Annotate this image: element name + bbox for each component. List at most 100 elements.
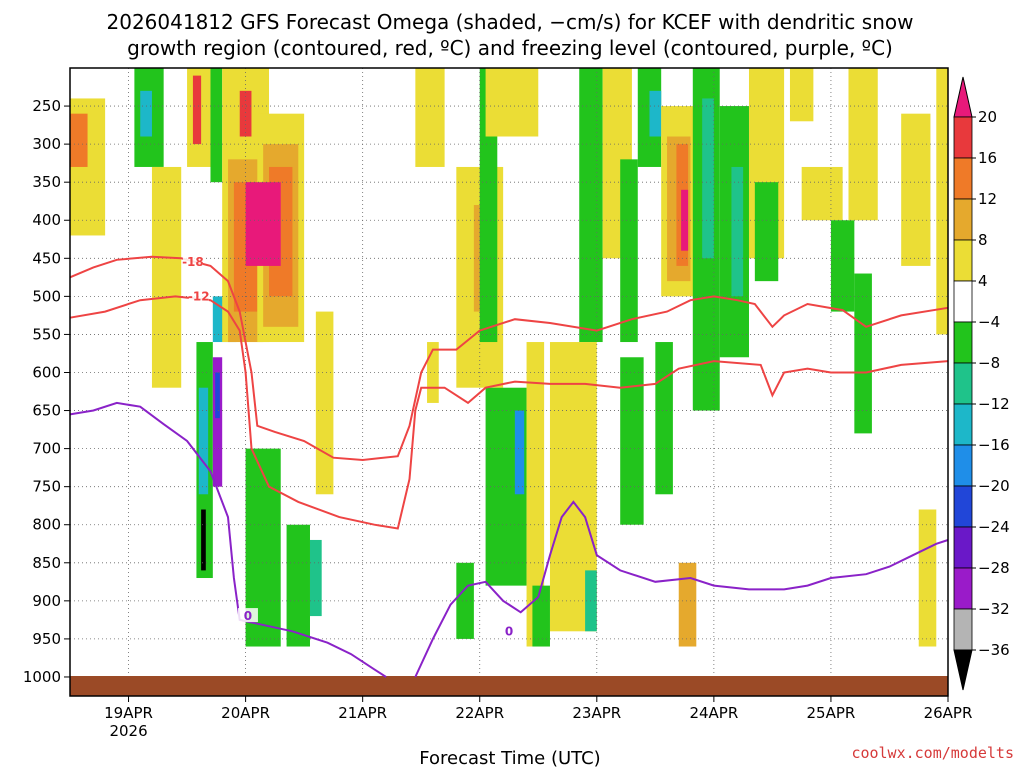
contour-label-2: 0 (244, 609, 252, 623)
omega-patch-6 (192, 75, 202, 145)
omega-patch-9 (201, 509, 206, 571)
omega-patch-60 (848, 68, 878, 221)
y-tick-label-500: 500 (32, 287, 61, 305)
contour-label-1: -12 (188, 289, 210, 303)
contour-layer: -18 -12 0 0 (69, 254, 949, 678)
colorbar-label-10: −24 (978, 518, 1010, 536)
terrain-ground-band (70, 676, 948, 696)
colorbar-band-6 (953, 362, 973, 405)
y-tick-label-300: 300 (32, 135, 61, 153)
colorbar-band-4 (953, 280, 973, 323)
colorbar-band-12 (953, 608, 973, 651)
colorbar-band-2 (953, 198, 973, 241)
x-tick-label-25APR: 25APR (807, 704, 856, 722)
contour-label-3: 0 (505, 624, 513, 638)
omega-patch-42 (620, 357, 644, 525)
omega-patch-36 (532, 585, 550, 647)
contour-label-0: -18 (182, 255, 204, 269)
x-tick-sublabel-19APR: 2026 (109, 722, 147, 740)
colorbar-label-11: −28 (978, 559, 1010, 577)
colorbar-label-8: −16 (978, 436, 1010, 454)
omega-patch-44 (649, 90, 662, 137)
colorbar-band-7 (953, 403, 973, 446)
colorbar-over-triangle (953, 76, 973, 118)
omega-patch-52 (702, 98, 714, 259)
contour-label-bg-0 (182, 254, 203, 269)
y-tick-label-1000: 1000 (23, 668, 61, 686)
omega-patch-49 (681, 189, 689, 251)
omega-patch-17 (239, 90, 252, 137)
colorbar-label-6: −8 (978, 354, 1000, 372)
colorbar-band-3 (953, 239, 973, 282)
y-tick-label-450: 450 (32, 249, 61, 267)
omega-patch-12 (212, 357, 223, 487)
contour-line-0 (69, 255, 949, 462)
y-tick-label-750: 750 (32, 478, 61, 496)
omega-patch-35 (526, 342, 545, 647)
colorbar-label-13: −36 (978, 641, 1010, 659)
omega-patch-45 (655, 342, 673, 495)
omega-patch-59 (830, 220, 855, 312)
omega-patch-54 (731, 166, 744, 297)
omega-patch-61 (854, 273, 872, 434)
colorbar-band-1 (953, 157, 973, 200)
chart-title-line-2: growth region (contoured, red, ºC) and f… (127, 36, 893, 60)
x-tick-label-24APR: 24APR (689, 704, 738, 722)
y-tick-label-850: 850 (32, 554, 61, 572)
colorbar-under-triangle (953, 649, 973, 691)
y-tick-label-250: 250 (32, 97, 61, 115)
omega-patch-37 (579, 68, 603, 343)
chart-title-line-1: 2026041812 GFS Forecast Omega (shaded, −… (107, 10, 914, 34)
colorbar-label-3: 8 (978, 231, 988, 249)
y-tick-label-650: 650 (32, 402, 61, 420)
colorbar-label-4: 4 (978, 272, 988, 290)
omega-patch-21 (245, 182, 281, 266)
contour-line-2 (69, 401, 387, 678)
colorbar-label-12: −32 (978, 600, 1010, 618)
omega-patch-50 (678, 562, 697, 647)
x-tick-label-23APR: 23APR (572, 704, 621, 722)
colorbar-label-0: 20 (978, 108, 997, 126)
omega-patch-1 (70, 113, 88, 167)
omega-patch-34 (514, 410, 525, 495)
y-tick-label-700: 700 (32, 440, 61, 458)
contour-label-bg-1 (188, 288, 209, 303)
x-tick-label-22APR: 22APR (455, 704, 504, 722)
y-tick-label-400: 400 (32, 211, 61, 229)
omega-patch-57 (789, 68, 814, 122)
y-tick-label-800: 800 (32, 516, 61, 534)
omega-patch-56 (754, 182, 779, 282)
omega-patch-64 (936, 68, 948, 335)
y-tick-label-900: 900 (32, 592, 61, 610)
colorbar-label-5: −4 (978, 313, 1000, 331)
contour-label-bg-3 (499, 623, 519, 638)
omega-patch-25 (315, 311, 334, 495)
omega-patch-26 (415, 68, 445, 167)
omega-patch-58 (801, 166, 843, 221)
colorbar-label-1: 16 (978, 149, 997, 167)
omega-patch-28 (456, 562, 474, 639)
omega-patch-10 (210, 68, 223, 183)
x-axis-label: Forecast Time (UTC) (419, 748, 600, 768)
omega-patch-32 (485, 68, 539, 137)
x-tick-label-21APR: 21APR (338, 704, 387, 722)
omega-patch-3 (140, 90, 152, 137)
plot-frame (69, 67, 949, 697)
omega-patch-23 (286, 524, 310, 647)
contour-line-1 (69, 295, 949, 530)
contour-line-3 (414, 500, 949, 678)
x-tick-label-26APR: 26APR (924, 704, 973, 722)
omega-patch-13 (215, 372, 220, 419)
y-axis: 250 300 350 400 450 500 550 600 650 700 750 800 850 9… (23, 97, 70, 686)
credit-text: coolwx.com/modelts (851, 744, 1014, 762)
colorbar-label-7: −12 (978, 395, 1010, 413)
y-tick-label-950: 950 (32, 630, 61, 648)
omega-patch-62 (901, 113, 931, 266)
x-tick-label-20APR: 20APR (221, 704, 270, 722)
omega-patch-4 (151, 166, 182, 388)
colorbar-label-9: −20 (978, 477, 1010, 495)
y-tick-label-600: 600 (32, 363, 61, 381)
x-tick-label-19APR: 19APR (104, 704, 153, 722)
